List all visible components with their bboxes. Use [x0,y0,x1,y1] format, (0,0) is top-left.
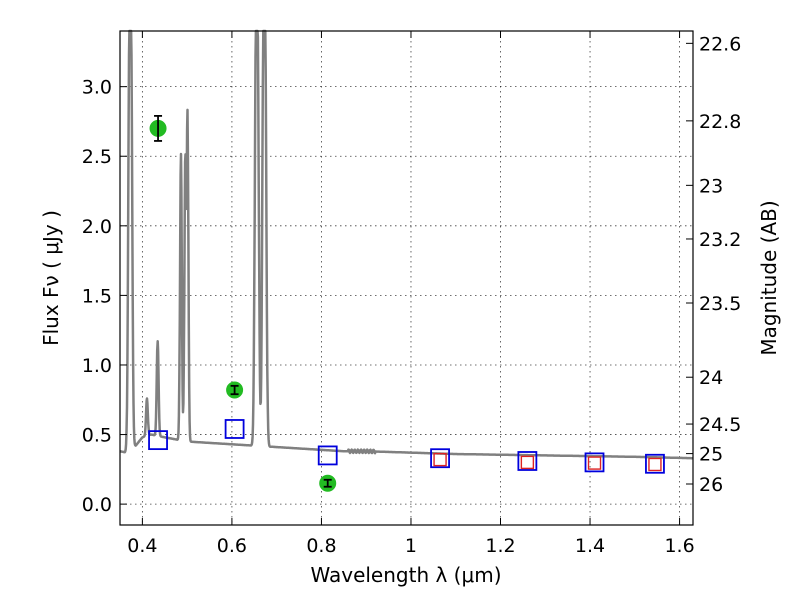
mag-tick-label: 24 [699,367,723,389]
grid-layer [120,31,693,525]
y-axis-right: 22.6 22.8 23 23.2 23.5 24 24.5 25 26 [686,33,741,496]
y-tick-label: 3.0 [82,77,112,99]
x-tick-label: 1.4 [575,535,605,557]
predicted-photometry-point [520,455,535,470]
mag-tick-label: 23 [699,175,723,197]
mag-tick-label: 22.6 [699,33,741,55]
spectrum-layer [119,29,694,460]
x-tick-label: 1.6 [664,535,694,557]
model-photometry-point [430,448,450,469]
predicted-photometry-point [648,457,662,472]
y-axis-left: 0.0 0.5 1.0 1.5 2.0 2.5 3.0 [82,77,127,516]
x-tick-label: 1 [405,535,417,557]
predicted-photometry-point [587,456,602,470]
plot-frame [119,30,694,526]
y2-axis-label: Magnitude (AB) [757,200,781,355]
mag-tick-label: 25 [699,444,723,466]
x-tick-label: 0.4 [127,535,157,557]
mag-tick-label: 23.5 [699,293,741,315]
mag-tick-label: 22.8 [699,111,741,133]
model-photometry-point [224,419,245,439]
x-tick-label: 0.8 [306,535,336,557]
model-photometry-point [148,430,168,451]
model-photometry-point [317,445,338,466]
model-photometry-point [517,451,538,471]
mag-tick-label: 24.5 [699,414,741,436]
x-axis: 0.4 0.6 0.8 1 1.2 1.4 1.6 [127,31,695,557]
y-tick-label: 1.5 [82,285,112,307]
mag-tick-label: 23.2 [699,229,741,251]
y-tick-label: 0.5 [82,425,112,447]
x-axis-label: Wavelength λ (μm) [310,563,501,587]
y-tick-label: 0.0 [82,494,112,516]
y-tick-label: 2.0 [82,216,112,238]
model-photometry-point [645,453,665,474]
y-tick-label: 1.0 [82,355,112,377]
model-spectrum-line [119,29,694,460]
predicted-photometry-point [433,452,447,467]
mag-tick-label: 26 [699,474,723,496]
y-axis-label: Flux Fν ( μJy ) [39,210,63,346]
plot-area [120,31,693,525]
model-photometry-point [584,452,605,473]
x-tick-label: 0.6 [217,535,247,557]
x-tick-label: 1.2 [485,535,515,557]
y-tick-label: 2.5 [82,146,112,168]
marker-layer [148,114,665,492]
